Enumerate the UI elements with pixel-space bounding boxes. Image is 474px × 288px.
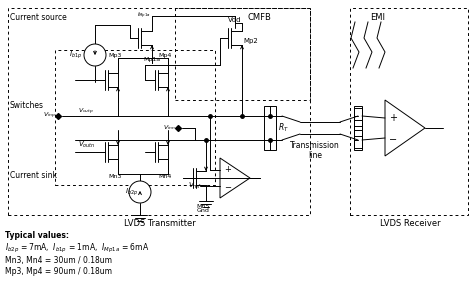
Text: Current source: Current source xyxy=(10,14,67,22)
Bar xyxy=(55,50,215,185)
Text: Mn3: Mn3 xyxy=(108,173,121,179)
Bar xyxy=(8,8,310,215)
Text: +: + xyxy=(389,113,397,123)
Text: Mp1a: Mp1a xyxy=(143,58,160,62)
Text: Mp2: Mp2 xyxy=(243,38,258,44)
Text: $V_{inp}$: $V_{inp}$ xyxy=(43,111,56,121)
Text: Mn5: Mn5 xyxy=(196,204,209,209)
Text: Current sink: Current sink xyxy=(10,170,57,179)
Text: EMI: EMI xyxy=(370,14,385,22)
Text: −: − xyxy=(389,135,397,145)
Text: Mp4: Mp4 xyxy=(158,54,172,58)
Text: LVDS Transmitter: LVDS Transmitter xyxy=(124,219,196,228)
Text: line: line xyxy=(308,151,322,160)
Text: Transmission: Transmission xyxy=(290,141,340,149)
Text: Mn3, Mn4 = 30um / 0.18um: Mn3, Mn4 = 30um / 0.18um xyxy=(5,255,112,264)
Text: $I_{Mp1a}$: $I_{Mp1a}$ xyxy=(137,11,151,21)
Bar xyxy=(264,106,276,150)
Text: Mn4: Mn4 xyxy=(158,173,172,179)
Text: +: + xyxy=(224,166,231,175)
Text: $I_{b1p}$: $I_{b1p}$ xyxy=(69,49,82,61)
Text: Mp3, Mp4 = 90um / 0.18um: Mp3, Mp4 = 90um / 0.18um xyxy=(5,268,112,276)
Circle shape xyxy=(84,44,106,66)
Text: LVDS Receiver: LVDS Receiver xyxy=(380,219,440,228)
Text: −: − xyxy=(224,183,231,192)
Circle shape xyxy=(129,181,151,203)
Bar xyxy=(354,108,362,136)
Bar xyxy=(354,120,362,148)
Bar xyxy=(354,106,362,126)
Text: Typical values:: Typical values: xyxy=(5,230,69,240)
Text: Gnd: Gnd xyxy=(197,207,210,213)
Text: $V_{ref}$: $V_{ref}$ xyxy=(188,181,202,191)
Text: $V_{outn}$: $V_{outn}$ xyxy=(78,140,96,150)
Text: $R_T$: $R_T$ xyxy=(278,122,289,134)
Text: Mp3: Mp3 xyxy=(108,54,121,58)
Text: Vdd: Vdd xyxy=(228,17,242,23)
Bar xyxy=(354,130,362,150)
Text: $V_{inn}$: $V_{inn}$ xyxy=(163,124,176,132)
Text: $I_{b2p}$: $I_{b2p}$ xyxy=(125,186,138,198)
Text: $V_{outp}$: $V_{outp}$ xyxy=(78,107,94,117)
Text: $I_{b2p}$ = 7mA,  $I_{b1p}$ = 1mA,  $I_{Mp1a}$ = 6mA: $I_{b2p}$ = 7mA, $I_{b1p}$ = 1mA, $I_{Mp… xyxy=(5,241,149,255)
Bar xyxy=(350,8,468,215)
Bar xyxy=(175,8,310,100)
Text: CMFB: CMFB xyxy=(248,14,272,22)
Text: Switches: Switches xyxy=(10,101,44,109)
